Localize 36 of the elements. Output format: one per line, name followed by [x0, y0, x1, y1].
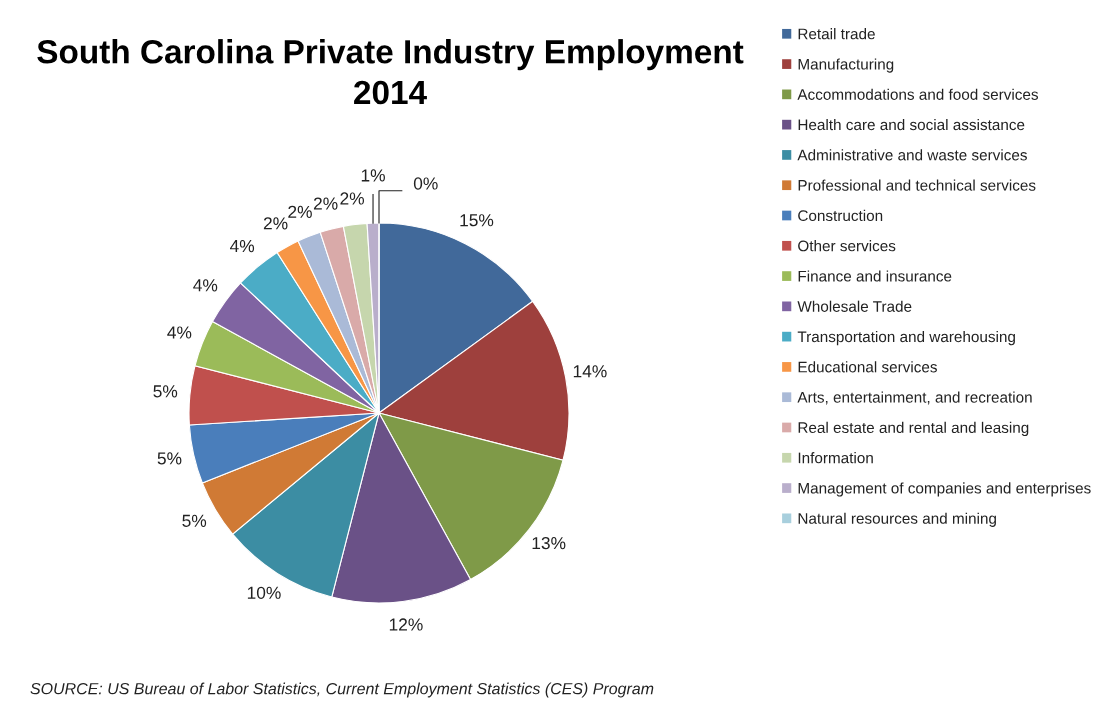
data-label: 1% [361, 169, 385, 182]
legend-label: Manufacturing [798, 58, 894, 73]
data-label: 10% [247, 586, 281, 599]
legend-label: Other services [798, 240, 896, 252]
legend-label: Wholesale Trade [797, 300, 912, 312]
legend-label: Health care and social assistance [798, 118, 1025, 131]
data-label: 2% [313, 197, 338, 210]
data-label: 13% [532, 536, 566, 550]
legend-label: Information [798, 452, 873, 464]
data-label: 2% [288, 205, 312, 218]
legend-label: Educational services [798, 361, 937, 373]
legend-label: Real estate and rental and leasing [798, 421, 1029, 437]
data-label: 2% [263, 217, 288, 230]
legend-label: Finance and insurance [798, 270, 952, 282]
legend-label: Retail trade [798, 28, 875, 40]
legend-label: Administrative and waste services [797, 149, 1027, 161]
data-label: 5% [153, 385, 178, 398]
text: South Carolina Private Industry Employment 2014 [37, 39, 744, 105]
legend-label: Transportation and warehousing [797, 330, 1015, 346]
data-label: 5% [157, 452, 182, 465]
data-label: 15% [460, 214, 494, 227]
source-note: SOURCE: US Bureau of Labor Statistics, Current Employment Statistics (CES) Program [30, 682, 654, 698]
legend-label: Arts, entertainment, and recreation [797, 391, 1032, 405]
legend-label: Management of companies and enterprises [798, 482, 1091, 497]
data-label: 2% [340, 192, 365, 205]
legend-label: Accommodations and food services [797, 88, 1039, 100]
data-label: 14% [573, 365, 607, 378]
data-label: 4% [193, 279, 218, 292]
data-label: 12% [389, 618, 423, 631]
text: 0% [413, 177, 438, 190]
legend-label: Natural resources and mining [798, 512, 996, 527]
data-label: 4% [230, 240, 255, 253]
data-label: 5% [182, 514, 207, 527]
legend-label: Professional and technical services [798, 179, 1036, 191]
legend-label: Construction [798, 209, 883, 222]
data-label: 4% [167, 326, 192, 339]
